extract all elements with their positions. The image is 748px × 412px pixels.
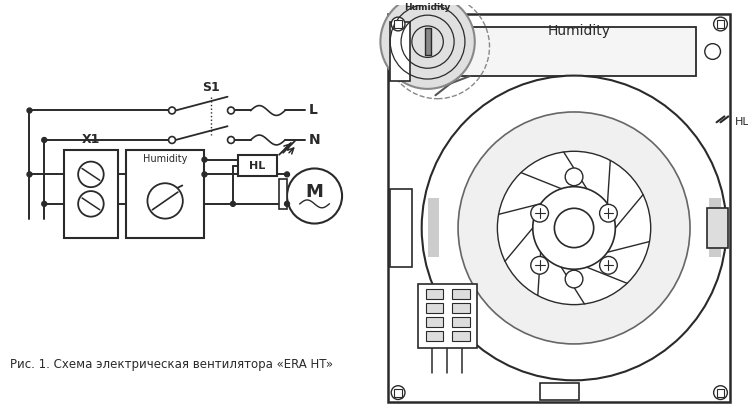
Bar bbox=[717, 20, 724, 28]
Bar bbox=[426, 317, 444, 327]
Bar bbox=[426, 289, 444, 299]
Circle shape bbox=[422, 75, 726, 380]
Text: X1: X1 bbox=[82, 133, 100, 146]
Circle shape bbox=[600, 204, 617, 222]
Bar bbox=[279, 179, 287, 209]
Bar bbox=[708, 199, 720, 258]
Bar bbox=[452, 317, 470, 327]
Circle shape bbox=[42, 201, 46, 206]
Circle shape bbox=[497, 151, 651, 304]
Circle shape bbox=[714, 386, 727, 400]
Circle shape bbox=[42, 138, 46, 143]
Bar bbox=[417, 284, 476, 349]
Circle shape bbox=[202, 172, 207, 177]
Bar bbox=[452, 289, 470, 299]
Text: N: N bbox=[309, 133, 320, 147]
Circle shape bbox=[168, 136, 176, 143]
Text: L: L bbox=[309, 103, 317, 117]
Circle shape bbox=[554, 208, 594, 248]
Circle shape bbox=[391, 17, 405, 31]
Bar bbox=[717, 389, 724, 396]
Bar bbox=[428, 199, 439, 258]
Text: Рис. 1. Схема электрическая вентилятора «ERA HT»: Рис. 1. Схема электрическая вентилятора … bbox=[10, 358, 333, 371]
Bar bbox=[388, 14, 730, 403]
Circle shape bbox=[78, 162, 104, 187]
Bar bbox=[452, 303, 470, 313]
Circle shape bbox=[565, 168, 583, 186]
Bar bbox=[238, 155, 278, 176]
Circle shape bbox=[168, 107, 176, 114]
Circle shape bbox=[284, 201, 289, 206]
Text: HL: HL bbox=[249, 161, 266, 171]
Bar bbox=[390, 189, 412, 267]
Circle shape bbox=[600, 256, 617, 274]
Text: Humidity: Humidity bbox=[405, 3, 451, 12]
Circle shape bbox=[458, 112, 690, 344]
Circle shape bbox=[147, 183, 183, 219]
Bar bbox=[425, 28, 431, 56]
Circle shape bbox=[27, 172, 32, 177]
Circle shape bbox=[531, 256, 548, 274]
Circle shape bbox=[391, 386, 405, 400]
Text: HL: HL bbox=[735, 117, 748, 127]
Bar bbox=[426, 331, 444, 340]
Circle shape bbox=[705, 44, 720, 59]
Circle shape bbox=[202, 157, 207, 162]
Bar bbox=[707, 208, 729, 248]
Circle shape bbox=[533, 187, 616, 269]
Circle shape bbox=[227, 136, 234, 143]
Circle shape bbox=[565, 270, 583, 288]
Circle shape bbox=[714, 17, 727, 31]
Circle shape bbox=[78, 191, 104, 217]
Circle shape bbox=[284, 172, 289, 177]
Circle shape bbox=[27, 108, 32, 113]
Circle shape bbox=[381, 0, 475, 89]
Text: M: M bbox=[306, 183, 323, 201]
Text: Humidity: Humidity bbox=[548, 24, 610, 38]
Bar bbox=[126, 150, 204, 238]
Bar bbox=[452, 331, 470, 340]
Circle shape bbox=[230, 201, 236, 206]
Bar bbox=[394, 389, 402, 396]
Bar bbox=[64, 150, 118, 238]
Bar bbox=[539, 383, 579, 400]
Circle shape bbox=[531, 204, 548, 222]
Bar bbox=[390, 22, 410, 81]
Text: S1: S1 bbox=[203, 81, 220, 94]
Bar bbox=[394, 20, 402, 28]
Bar bbox=[450, 27, 696, 76]
Text: Humidity: Humidity bbox=[143, 154, 187, 164]
Circle shape bbox=[287, 169, 342, 224]
Circle shape bbox=[227, 107, 234, 114]
Bar bbox=[426, 303, 444, 313]
